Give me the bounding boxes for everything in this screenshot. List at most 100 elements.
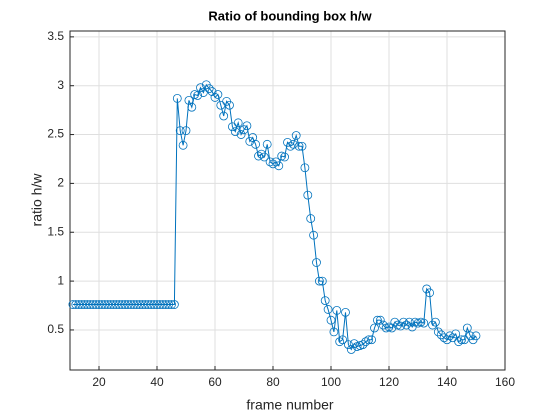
x-tick-label: 20 — [92, 375, 106, 389]
data-point — [320, 296, 330, 306]
data-point — [149, 300, 159, 309]
data-point — [140, 300, 150, 309]
x-axis-label: frame number — [246, 397, 333, 413]
data-point — [77, 300, 86, 309]
data-point — [204, 84, 214, 94]
data-point — [158, 300, 168, 309]
data-point — [242, 121, 252, 131]
data-point — [436, 330, 446, 340]
data-point — [100, 300, 110, 309]
data-point — [399, 317, 408, 327]
data-point — [375, 315, 385, 325]
x-tick-label: 140 — [437, 375, 457, 389]
data-point — [254, 151, 263, 161]
y-axis-label: ratio h/w — [29, 173, 45, 227]
data-point — [338, 335, 348, 345]
data-point — [262, 139, 272, 149]
data-point — [332, 306, 342, 315]
data-point — [187, 102, 197, 112]
data-point — [433, 327, 443, 337]
data-point — [349, 339, 359, 349]
data-point — [143, 300, 153, 309]
plot-frame — [69, 30, 506, 371]
data-point — [291, 131, 301, 140]
data-point — [445, 331, 455, 341]
data-point — [172, 94, 182, 103]
data-point — [454, 337, 464, 347]
data-point — [268, 159, 278, 169]
data-point — [428, 320, 437, 330]
data-point — [309, 230, 319, 240]
data-point — [80, 300, 89, 309]
data-point — [109, 300, 118, 309]
data-point — [274, 161, 284, 171]
data-point — [236, 130, 246, 139]
data-point — [358, 340, 368, 349]
data-point — [71, 300, 81, 309]
y-tick-label: 2 — [57, 176, 64, 190]
y-tick-label: 1 — [57, 273, 64, 287]
data-point — [114, 300, 124, 309]
data-point — [312, 258, 321, 267]
data-point — [167, 300, 176, 309]
data-point — [196, 83, 205, 93]
data-point — [219, 111, 229, 121]
data-point — [138, 300, 147, 309]
data-point — [164, 300, 174, 309]
data-point — [294, 141, 304, 151]
data-point — [419, 318, 429, 328]
data-point — [178, 140, 188, 150]
data-point — [161, 300, 171, 309]
data-point — [265, 157, 275, 167]
data-point — [372, 315, 382, 325]
data-point — [317, 276, 327, 286]
data-point — [425, 288, 435, 298]
data-point — [314, 276, 324, 286]
data-point — [146, 300, 156, 309]
data-point — [285, 141, 295, 151]
data-point — [83, 300, 92, 309]
data-point — [300, 163, 310, 173]
x-tick-label: 60 — [208, 375, 222, 389]
data-point — [471, 331, 481, 341]
chart-title: Ratio of bounding box h/w — [208, 8, 372, 23]
data-point — [181, 126, 191, 136]
data-point — [288, 139, 298, 149]
data-point — [74, 300, 84, 309]
data-point — [155, 300, 165, 309]
data-point — [387, 323, 397, 333]
data-point — [401, 320, 411, 330]
data-point — [251, 139, 261, 149]
data-point — [225, 100, 234, 110]
data-point — [329, 327, 339, 337]
data-point — [152, 300, 162, 309]
data-point — [256, 149, 266, 159]
data-point — [233, 118, 243, 128]
data-point — [303, 190, 313, 200]
data-point — [132, 300, 142, 309]
data-point — [367, 335, 377, 345]
y-tick-label: 3 — [57, 78, 64, 92]
data-point — [462, 323, 472, 333]
data-point — [280, 152, 290, 162]
data-point — [439, 333, 449, 343]
data-line — [72, 83, 477, 351]
y-tick-label: 2.5 — [47, 127, 64, 141]
data-point — [335, 337, 345, 347]
data-point — [207, 87, 217, 96]
data-point — [364, 335, 374, 345]
data-point — [341, 307, 350, 317]
data-point — [343, 340, 353, 349]
data-point — [103, 300, 113, 309]
data-point — [378, 320, 388, 330]
data-point — [259, 152, 269, 162]
x-tick-label: 160 — [495, 375, 515, 389]
y-tick-label: 1.5 — [47, 224, 64, 238]
data-point — [346, 345, 356, 354]
data-point — [135, 300, 145, 309]
data-point — [88, 300, 98, 309]
data-point — [430, 317, 440, 327]
data-point — [326, 315, 336, 325]
